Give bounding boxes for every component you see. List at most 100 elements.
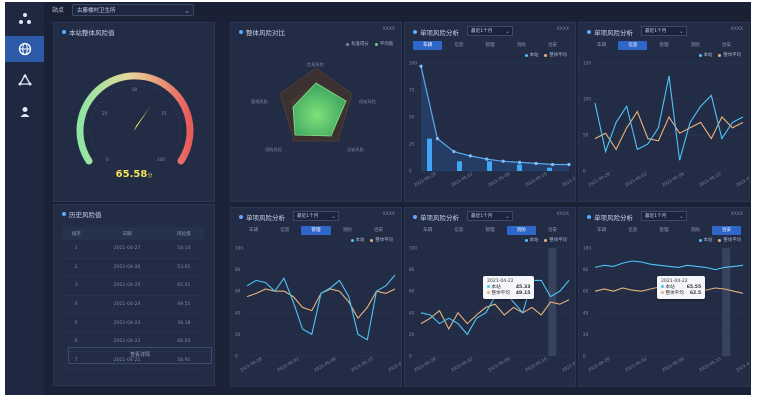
network-icon[interactable]: [5, 6, 44, 32]
tooltip-row: 整体平均 62.5: [661, 290, 701, 296]
range-select[interactable]: 最近1个月 ⌄: [467, 26, 513, 36]
y-tick-label: 0: [409, 169, 412, 174]
table-cell: 36.18: [163, 313, 204, 333]
legend-item: 平均值: [374, 41, 393, 47]
chevron-down-icon: ⌄: [504, 28, 510, 35]
bar: [517, 164, 522, 171]
y-tick-label: 40: [583, 310, 589, 315]
x-tick-label: 2021-04-28: [413, 356, 437, 373]
panel-title: 单项风险分析: [239, 212, 285, 222]
x-tick-label: 2021-05-02: [450, 356, 474, 373]
panel-tag: XXXX: [556, 212, 569, 217]
y-tick-label: 80: [409, 267, 415, 272]
y-tick-label: 0: [409, 354, 412, 359]
y-tick-label: 100: [583, 97, 591, 102]
x-tick-label: 2021-05-10: [524, 356, 548, 373]
radar-axis-label: 信息风险: [307, 61, 325, 68]
tab-1[interactable]: 信息: [280, 228, 290, 233]
range-select[interactable]: 最近1个月 ⌄: [641, 26, 687, 36]
panel-title: 单项风险分析: [587, 212, 633, 222]
y-tick-label: 80: [235, 267, 241, 272]
tab-3[interactable]: 消防: [690, 228, 700, 233]
y-tick-label: 40: [409, 310, 415, 315]
range-select[interactable]: 最近1个月 ⌄: [641, 211, 687, 221]
y-tick-label: 60: [583, 289, 589, 294]
x-tick-label: 2021-05-10: [698, 356, 722, 373]
tab-1[interactable]: 信息: [454, 43, 464, 48]
tab-4[interactable]: 治安: [373, 228, 384, 233]
tab-2[interactable]: 管理: [659, 228, 669, 233]
tab-2[interactable]: 管理: [485, 43, 495, 48]
tab-0[interactable]: 车辆: [413, 41, 443, 50]
site-select-value: 古藤楼村卫生所: [77, 8, 116, 14]
x-tick-label: 2021-05-02: [624, 356, 648, 373]
series-line-average: [594, 110, 744, 151]
title-dot-icon: [239, 215, 243, 219]
y-tick-label: 60: [235, 289, 241, 294]
globe-icon[interactable]: [5, 36, 44, 62]
legend-item: 本站: [524, 52, 538, 58]
tab-1[interactable]: 信息: [628, 228, 638, 233]
tab-0[interactable]: 车辆: [423, 228, 433, 233]
tab-1[interactable]: 信息: [454, 228, 464, 233]
radar-axis-label: 治安风险: [347, 146, 365, 153]
y-tick-label: 100: [409, 246, 417, 251]
chart-tooltip: 2021-04-22 本站 45.33 整体平均 49.15: [483, 276, 535, 299]
tab-3[interactable]: 消防: [342, 228, 352, 233]
gauge-tick-50: 50: [132, 87, 138, 92]
table-row: 2 2021-04-26 53.61: [62, 258, 204, 278]
y-tick-label: 50: [409, 115, 415, 120]
x-tick-label: 2021-05-02: [450, 171, 474, 188]
tab-4[interactable]: 治安: [547, 43, 558, 48]
y-tick-label: 40: [235, 310, 241, 315]
range-select[interactable]: 最近1个月 ⌄: [467, 211, 513, 221]
series-line-station: [594, 75, 744, 161]
tab-2[interactable]: 管理: [485, 228, 495, 233]
tab-3[interactable]: 消防: [516, 43, 526, 48]
table-cell: 2021-04-21: [90, 351, 164, 371]
tab-1[interactable]: 信息: [618, 41, 648, 50]
range-select[interactable]: 最近1个月 ⌄: [293, 211, 339, 221]
table-cell: 6: [62, 332, 91, 352]
y-tick-label: 100: [583, 246, 591, 251]
user-icon[interactable]: [5, 99, 44, 125]
site-select[interactable]: 古藤楼村卫生所 ⌄: [72, 4, 194, 16]
table-cell: 49.55: [163, 295, 204, 315]
tab-4[interactable]: 治安: [547, 228, 558, 233]
x-tick-label: 2021-04-28: [239, 356, 263, 373]
tab-3[interactable]: 消防: [506, 226, 536, 235]
tab-0[interactable]: 车辆: [249, 228, 259, 233]
cycle-icon[interactable]: [5, 68, 44, 94]
overall-risk-panel: 本站整体风险值 0 25 50 75 100 65.58分: [53, 22, 215, 202]
bar: [487, 161, 492, 171]
view-more-button[interactable]: 查看详情: [68, 347, 212, 364]
panel-title: 历史风险值: [62, 209, 102, 219]
tab-4[interactable]: 治安: [721, 43, 732, 48]
tab-0[interactable]: 车辆: [597, 43, 607, 48]
gauge-title: 本站整体风险值: [69, 29, 115, 37]
legend-item: 本站: [524, 237, 538, 243]
tooltip-row: 本站 45.33: [487, 284, 530, 290]
radar-title: 整体风险对比: [246, 29, 285, 37]
table-cell: 53.61: [163, 258, 204, 278]
dashboard: 站点 古藤楼村卫生所 ⌄ 本站整体风险值 0 25 50 75 100: [5, 2, 751, 395]
risk-tabs: 车辆 信息 管理 消防 治安: [239, 226, 393, 235]
data-point: [534, 161, 538, 166]
data-point: [518, 160, 522, 164]
title-dot-icon: [62, 212, 66, 216]
data-point: [485, 157, 489, 161]
bar: [457, 161, 462, 171]
tab-0[interactable]: 车辆: [597, 228, 607, 233]
tab-2[interactable]: 管理: [659, 43, 669, 48]
panel-tag: XXXX: [556, 27, 569, 32]
range-value: 最近1个月: [471, 29, 493, 34]
chevron-down-icon: ⌄: [184, 7, 190, 15]
table-row: 1 2021-04-27 54.14: [62, 240, 204, 259]
tab-4[interactable]: 治安: [711, 226, 742, 235]
tab-3[interactable]: 消防: [690, 43, 700, 48]
tab-2[interactable]: 管理: [301, 226, 331, 235]
range-value: 最近1个月: [645, 214, 667, 219]
x-tick-label: 2021-04-28: [587, 356, 611, 373]
tooltip-row: 整体平均 49.15: [487, 290, 530, 296]
